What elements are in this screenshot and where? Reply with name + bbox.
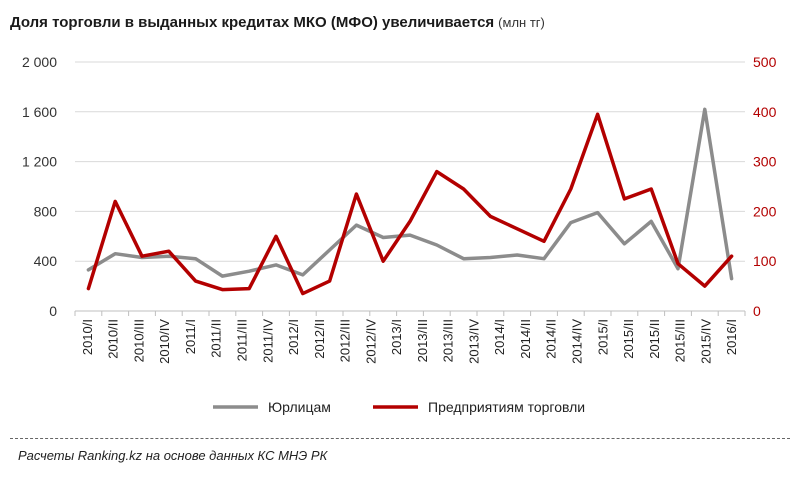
- y-right-tick-label: 400: [753, 104, 777, 120]
- legend-label-2: Предприятиям торговли: [428, 399, 585, 415]
- x-tick-label: 2011/I: [183, 319, 198, 354]
- y-left-tick-label: 0: [49, 303, 57, 319]
- x-tick-label: 2016/I: [724, 319, 739, 355]
- chart-title: Доля торговли в выданных кредитах МКО (М…: [10, 14, 545, 31]
- x-tick-label: 2010/III: [131, 319, 146, 362]
- x-tick-label: 2013/IV: [466, 319, 481, 364]
- x-tick-label: 2011/III: [235, 319, 250, 361]
- y-left-tick-label: 800: [34, 203, 58, 219]
- y-left-tick-label: 1 200: [22, 154, 57, 170]
- x-axis: 2010/I 2010/II 2010/III 2010/IV 2011/I 2011/I…: [74, 310, 746, 364]
- series-line-1: [86, 107, 734, 281]
- x-tick-label: 2012/I: [286, 319, 301, 355]
- y-right-tick-label: 100: [753, 253, 777, 269]
- x-tick-label: 2013/I: [389, 319, 404, 355]
- x-tick-label: 2013/III: [441, 319, 456, 362]
- grid-lines: [75, 61, 745, 262]
- x-tick-label: 2012/III: [338, 319, 353, 362]
- x-tick-label: 2011/II: [209, 319, 224, 358]
- x-tick-label: 2010/IV: [157, 319, 172, 364]
- x-tick-label: 2014/II: [518, 319, 533, 359]
- y-right-tick-label: 0: [753, 303, 761, 319]
- y-right-tick-label: 300: [753, 154, 777, 170]
- y-left-tick-label: 1 600: [22, 104, 57, 120]
- x-tick-label: 2015/II: [647, 319, 662, 359]
- x-tick-label: 2015/III: [673, 319, 688, 362]
- legend-label-1: Юрлицам: [268, 399, 331, 415]
- x-tick-label: 2015/I: [595, 319, 610, 355]
- x-tick-label: 2010/II: [106, 319, 121, 359]
- y-left-tick-label: 2 000: [22, 54, 57, 70]
- series-layer: [86, 107, 734, 296]
- x-tick-label: 2013/III: [415, 319, 430, 362]
- right-axis: 0 100 200 300 400 500: [753, 54, 777, 319]
- y-left-tick-label: 400: [34, 253, 58, 269]
- chart-title-text: Доля торговли в выданных кредитах МКО (М…: [10, 14, 495, 31]
- x-tick-label: 2012/II: [312, 319, 327, 359]
- y-right-tick-label: 200: [753, 203, 777, 219]
- x-tick-label: 2015/II: [621, 319, 636, 359]
- x-tick-label: 2014/II: [544, 319, 559, 359]
- x-tick-label: 2012/IV: [363, 319, 378, 364]
- source-note: Расчеты Ranking.kz на основе данных КС М…: [18, 448, 328, 463]
- chart-unit: (млн тг): [498, 15, 545, 30]
- left-axis: 0 400 800 1 200 1 600 2 000: [22, 54, 57, 319]
- y-right-tick-label: 500: [753, 54, 777, 70]
- legend: Юрлицам Предприятиям торговли: [213, 399, 585, 415]
- x-tick-label: 2010/I: [80, 319, 95, 355]
- divider: [10, 438, 790, 439]
- x-tick-label: 2015/IV: [698, 319, 713, 364]
- x-tick-label: 2014/IV: [570, 319, 585, 364]
- x-tick-label: 2014/I: [492, 319, 507, 355]
- series-line-2: [86, 112, 734, 296]
- x-tick-label: 2011/IV: [260, 319, 275, 363]
